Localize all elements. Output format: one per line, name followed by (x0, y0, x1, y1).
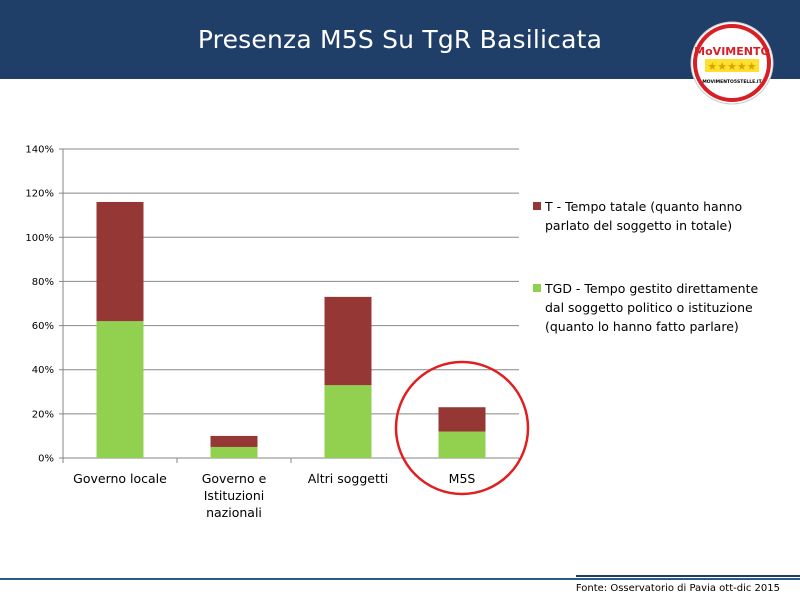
bar-segment-tgd (438, 431, 486, 458)
y-tick-label: 0% (38, 454, 54, 465)
x-category-label: Governo e (202, 471, 267, 486)
bar-segment-total (324, 296, 372, 386)
legend-label-tgd: TGD - Tempo gestito direttamente dal sog… (545, 281, 759, 334)
bar-segment-tgd (324, 385, 372, 458)
x-category-label: Governo locale (73, 471, 167, 486)
highlight-circle (394, 360, 530, 496)
x-category-label: nazionali (206, 505, 262, 520)
legend-label-total: T - Tempo tatale (quanto hanno parlato d… (545, 199, 743, 233)
chart-legend: T - Tempo tatale (quanto hanno parlato d… (533, 197, 773, 336)
x-category-label: Istituzioni (204, 488, 264, 503)
logo-stars: ★★★★★ (707, 60, 756, 73)
logo-top-text: MoVIMENTO (694, 45, 770, 58)
bar-segment-tgd (96, 321, 144, 458)
x-category-label: M5S (449, 471, 476, 486)
y-tick-label: 20% (32, 409, 54, 420)
legend-item-tgd: TGD - Tempo gestito direttamente dal sog… (533, 279, 773, 336)
legend-swatch-total (533, 202, 541, 210)
y-tick-label: 140% (25, 145, 54, 156)
y-tick-label: 80% (32, 277, 54, 288)
y-tick-label: 60% (32, 321, 54, 332)
bar-segment-tgd (210, 446, 258, 458)
logo-bottom-text: MOVIMENTO5STELLE.IT (702, 79, 762, 85)
bar-segment-total (210, 435, 258, 447)
footer-divider (0, 578, 800, 580)
title-bar (0, 0, 800, 79)
bar-segment-total (96, 201, 144, 322)
y-tick-label: 120% (25, 189, 54, 200)
y-tick-label: 100% (25, 233, 54, 244)
movimento-5-stelle-logo-icon: MoVIMENTO ★★★★★ MOVIMENTO5STELLE.IT (690, 21, 774, 105)
legend-item-total: T - Tempo tatale (quanto hanno parlato d… (533, 197, 773, 235)
source-note: Fonte: Osservatorio di Pavia ott-dic 201… (575, 583, 780, 594)
x-category-label: Altri soggetti (308, 471, 389, 486)
footer-accent-line (576, 575, 800, 577)
logo-star-band (705, 59, 759, 72)
bar-segment-total (438, 407, 486, 432)
page-title: Presenza M5S Su TgR Basilicata (197, 25, 603, 54)
legend-swatch-tgd (533, 284, 541, 292)
y-tick-label: 40% (32, 365, 54, 376)
